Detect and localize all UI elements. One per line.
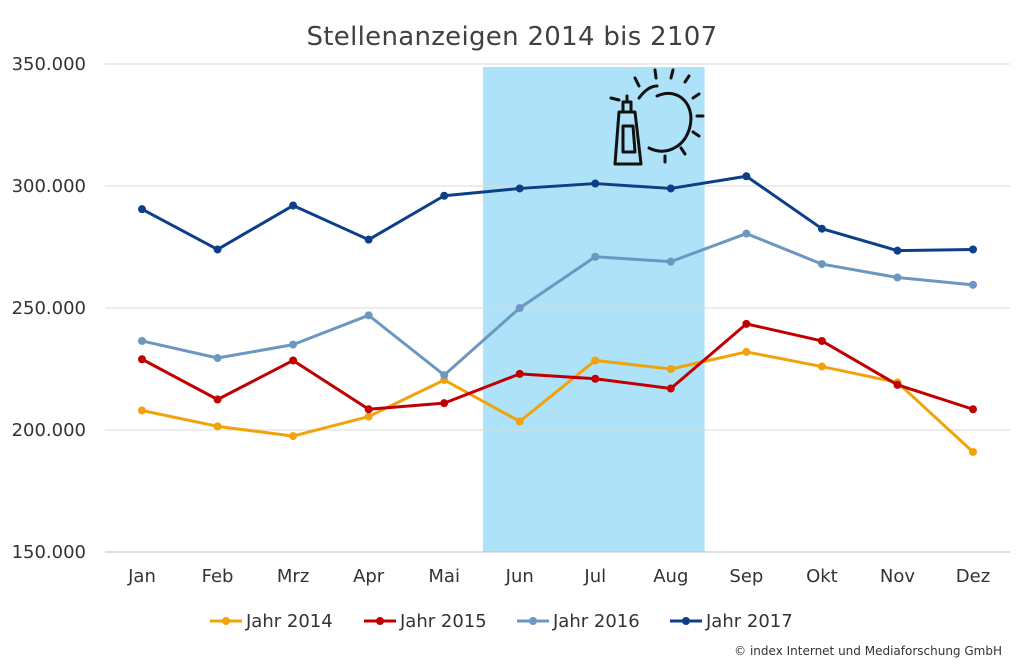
data-point bbox=[138, 406, 146, 415]
data-point bbox=[213, 354, 222, 363]
data-point bbox=[364, 311, 373, 320]
series-1 bbox=[138, 347, 977, 456]
x-axis-ticks: Jan Feb Mrz Apr Mai Jun Jul Aug Sep Okt Nov Dez bbox=[127, 566, 990, 587]
x-tick-label: Mai bbox=[428, 566, 460, 587]
x-tick-label: Okt bbox=[806, 566, 838, 587]
data-point bbox=[591, 252, 600, 261]
data-point bbox=[969, 245, 977, 254]
data-point bbox=[893, 273, 902, 282]
x-tick-label: Aug bbox=[653, 566, 688, 587]
data-point bbox=[289, 201, 298, 210]
data-point bbox=[893, 380, 902, 389]
x-tick-label: Sep bbox=[729, 566, 763, 587]
legend-item: Jahr 2015 bbox=[364, 611, 487, 632]
legend-label: Jahr 2017 bbox=[705, 611, 793, 632]
x-tick-label: Mrz bbox=[277, 566, 309, 587]
y-tick-label: 300.000 bbox=[12, 176, 86, 197]
data-point bbox=[817, 260, 826, 269]
data-point bbox=[591, 374, 600, 383]
series-4 bbox=[138, 172, 977, 255]
data-point bbox=[666, 384, 675, 393]
data-point bbox=[742, 229, 751, 238]
series-lines bbox=[138, 172, 977, 456]
data-point bbox=[742, 347, 751, 356]
data-point bbox=[440, 371, 449, 380]
x-tick-label: Dez bbox=[956, 566, 990, 587]
data-point bbox=[364, 235, 373, 244]
data-point bbox=[817, 224, 826, 233]
data-point bbox=[213, 245, 222, 254]
data-point bbox=[817, 336, 826, 345]
data-point bbox=[969, 405, 977, 414]
data-point bbox=[515, 304, 524, 312]
data-point bbox=[742, 319, 751, 328]
data-point bbox=[666, 184, 675, 193]
series-line bbox=[141, 174, 974, 253]
legend-label: Jahr 2014 bbox=[245, 611, 333, 632]
legend-item: Jahr 2016 bbox=[517, 611, 640, 632]
data-point bbox=[364, 412, 373, 421]
x-tick-label: Feb bbox=[202, 566, 234, 587]
data-point bbox=[817, 362, 826, 371]
series-line bbox=[141, 322, 974, 411]
data-point bbox=[289, 356, 298, 365]
data-point bbox=[591, 179, 600, 188]
data-point bbox=[364, 405, 373, 414]
data-point bbox=[666, 257, 675, 266]
series-line bbox=[141, 232, 974, 377]
data-point bbox=[440, 191, 449, 200]
series-line bbox=[141, 350, 975, 454]
data-point bbox=[213, 422, 222, 431]
data-point bbox=[289, 340, 298, 349]
x-tick-label: Jun bbox=[505, 566, 534, 587]
x-tick-label: Nov bbox=[880, 566, 915, 587]
data-point bbox=[440, 399, 449, 408]
data-point bbox=[742, 172, 751, 181]
data-point bbox=[969, 280, 977, 289]
legend-label: Jahr 2015 bbox=[399, 611, 487, 632]
legend: Jahr 2014 Jahr 2015 Jahr 2016 Jahr 2017 bbox=[210, 611, 793, 632]
series-3 bbox=[138, 229, 977, 380]
data-point bbox=[515, 417, 524, 426]
x-tick-label: Apr bbox=[353, 566, 385, 587]
y-tick-label: 150.000 bbox=[12, 542, 86, 563]
data-point bbox=[515, 369, 524, 378]
data-point bbox=[138, 205, 146, 214]
legend-item: Jahr 2014 bbox=[210, 611, 333, 632]
series-2 bbox=[138, 319, 977, 414]
legend-swatch-marker bbox=[529, 617, 537, 625]
x-tick-label: Jul bbox=[583, 566, 606, 587]
y-tick-label: 200.000 bbox=[12, 420, 86, 441]
data-point bbox=[289, 432, 298, 441]
legend-label: Jahr 2016 bbox=[552, 611, 640, 632]
legend-swatch-marker bbox=[222, 617, 230, 625]
y-tick-label: 350.000 bbox=[12, 54, 86, 75]
y-axis-ticks: 150.000 200.000 250.000 300.000 350.000 bbox=[12, 54, 86, 563]
data-point bbox=[138, 336, 146, 345]
data-point bbox=[666, 365, 675, 373]
chart-title: Stellenanzeigen 2014 bis 2107 bbox=[306, 22, 718, 52]
data-point bbox=[969, 447, 977, 456]
legend-item: Jahr 2017 bbox=[670, 611, 793, 632]
data-point bbox=[138, 355, 146, 364]
data-point bbox=[893, 246, 902, 255]
data-point bbox=[515, 184, 524, 193]
copyright-credit: © index Internet und Mediaforschung GmbH bbox=[734, 644, 1002, 658]
data-point bbox=[213, 395, 222, 404]
y-tick-label: 250.000 bbox=[12, 298, 86, 319]
data-point bbox=[591, 356, 600, 365]
legend-swatch-marker bbox=[376, 617, 384, 625]
sun-and-sunscreen-icon bbox=[609, 68, 705, 166]
x-tick-label: Jan bbox=[127, 566, 156, 587]
legend-swatch-marker bbox=[682, 617, 690, 625]
